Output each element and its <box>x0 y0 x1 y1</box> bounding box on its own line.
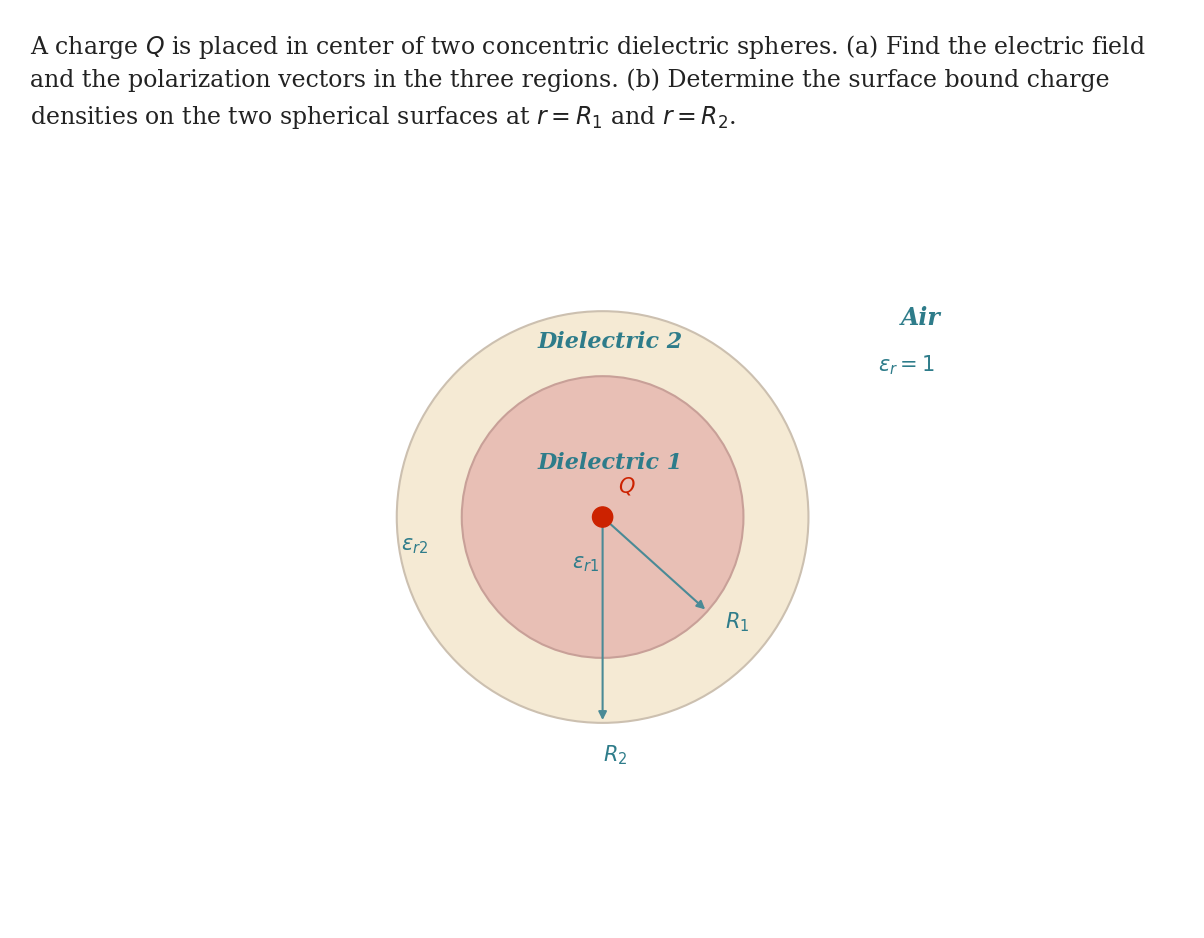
Text: $\epsilon_{r1}$: $\epsilon_{r1}$ <box>572 554 600 574</box>
Text: $Q$: $Q$ <box>619 475 636 497</box>
Text: densities on the two spherical surfaces at $r = R_1$ and $r = R_2$.: densities on the two spherical surfaces … <box>30 104 736 131</box>
Text: Dielectric 1: Dielectric 1 <box>537 452 683 474</box>
Circle shape <box>462 376 743 658</box>
Text: Air: Air <box>901 307 940 330</box>
Text: A charge $Q$ is placed in center of two concentric dielectric spheres. (a) Find : A charge $Q$ is placed in center of two … <box>30 33 1146 61</box>
Text: $\epsilon_{r2}$: $\epsilon_{r2}$ <box>401 537 429 555</box>
Text: $\epsilon_r = 1$: $\epsilon_r = 1$ <box>878 354 934 377</box>
Text: $R_2$: $R_2$ <box>603 743 627 766</box>
Text: Dielectric 2: Dielectric 2 <box>537 330 683 353</box>
Text: and the polarization vectors in the three regions. (b) Determine the surface bou: and the polarization vectors in the thre… <box>30 68 1110 92</box>
Text: $R_1$: $R_1$ <box>725 611 750 634</box>
Circle shape <box>592 507 613 527</box>
Circle shape <box>397 311 808 723</box>
